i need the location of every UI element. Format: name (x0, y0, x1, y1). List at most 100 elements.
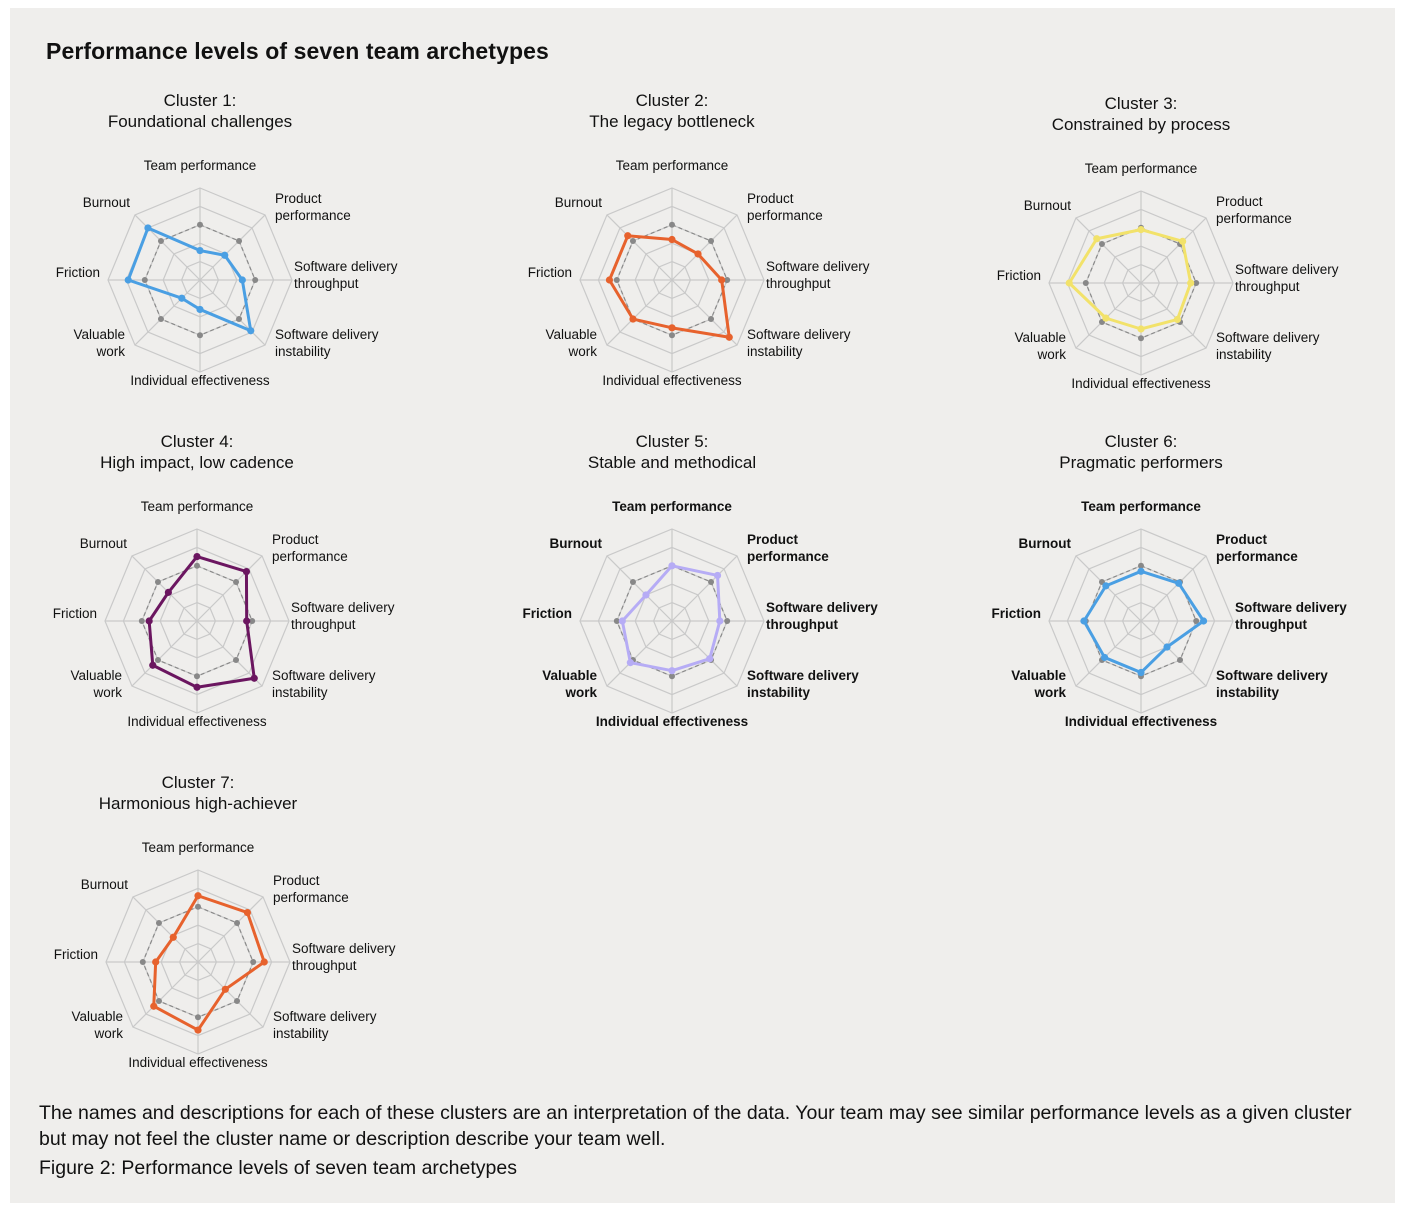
axis-label: Software delivery throughput (294, 259, 398, 291)
radar-chart: Team performance Product performance Softwa… (523, 499, 879, 729)
axis-label: Software delivery instability (272, 668, 376, 700)
axis-label: Friction (56, 265, 100, 280)
data-point (624, 232, 632, 240)
cluster-name: Foundational challenges (107, 112, 293, 131)
data-point (642, 591, 650, 599)
reference-point (233, 657, 240, 664)
data-point (1179, 237, 1187, 245)
figure-panel: Performance levels of seven team archety… (10, 8, 1395, 1203)
axis-label: Product performance (747, 532, 829, 564)
axis-spoke (671, 620, 738, 687)
axis-label: Friction (528, 265, 572, 280)
data-point (725, 333, 733, 341)
reference-point (157, 237, 164, 244)
data-point (194, 892, 202, 900)
reference-point (613, 618, 620, 624)
axis-spoke (199, 279, 266, 346)
axis-label: Burnout (81, 877, 129, 892)
axis-label: Valuable work (545, 327, 597, 359)
data-point (1080, 617, 1088, 625)
axis-label: Software delivery throughput (1235, 600, 1347, 632)
radar-chart: Team performance Product performance Softwa… (56, 158, 398, 388)
reference-point (157, 316, 164, 323)
axis-label: Individual effectiveness (1071, 376, 1211, 391)
data-point (1137, 226, 1145, 234)
axis-label: Team performance (141, 499, 254, 514)
data-point (1100, 653, 1109, 662)
cluster-2-chart: Cluster 2: The legacy bottleneck Team pe… (482, 90, 882, 400)
axis-label: Burnout (555, 195, 603, 210)
axis-label: Software delivery throughput (1235, 262, 1339, 294)
data-point (242, 567, 251, 576)
axis-label: Team performance (1081, 499, 1201, 514)
reference-point (252, 277, 259, 283)
data-point (668, 562, 676, 570)
data-point (1137, 668, 1145, 677)
cluster-title: Cluster 5: Stable and methodical (482, 431, 862, 473)
cluster-title: Cluster 7: Harmonious high-achiever (8, 772, 388, 814)
axis-label: Product performance (747, 191, 823, 223)
axis-label: Software delivery instability (275, 327, 379, 359)
axis-spoke (1140, 555, 1207, 622)
reference-point (236, 237, 243, 244)
cluster-number: Cluster 1: (163, 91, 237, 110)
data-point (193, 683, 201, 691)
cluster-6-chart: Cluster 6: Pragmatic performers Team per… (951, 431, 1351, 741)
reference-point (138, 618, 145, 624)
reference-point (1177, 657, 1184, 664)
cluster-number: Cluster 2: (635, 91, 709, 110)
data-point (260, 958, 268, 966)
data-point (178, 294, 186, 302)
axis-label: Software delivery throughput (766, 259, 870, 291)
data-point (706, 655, 714, 663)
data-point (1137, 567, 1145, 575)
cluster-3-chart: Cluster 3: Constrained by process Team p… (951, 93, 1351, 403)
cluster-4-chart: Cluster 4: High impact, low cadence Team… (7, 431, 407, 741)
cluster-1-chart: Cluster 1: Foundational challenges Team … (10, 90, 410, 400)
data-point (1173, 315, 1182, 324)
data-point (713, 571, 722, 580)
reference-point (1193, 280, 1200, 286)
axis-label: Software delivery throughput (766, 600, 878, 632)
axis-spoke (1075, 620, 1142, 687)
reference-point (708, 316, 715, 323)
axis-label: Team performance (616, 158, 729, 173)
radar-chart: Team performance Product performance Softwa… (528, 158, 870, 388)
data-point (626, 659, 634, 667)
axis-label: Valuable work (73, 327, 125, 359)
data-point (605, 276, 614, 284)
reference-point (629, 237, 636, 244)
axis-label: Product performance (275, 191, 351, 223)
data-point (149, 661, 157, 669)
reference-point (1138, 335, 1144, 342)
axis-label: Software delivery throughput (292, 941, 396, 973)
axis-label: Team performance (144, 158, 257, 173)
axis-label: Valuable work (70, 668, 122, 700)
axis-label: Team performance (142, 840, 255, 855)
reference-point (1082, 280, 1089, 286)
axis-label: Product performance (273, 873, 349, 905)
reference-point (724, 277, 731, 283)
axis-label: Valuable work (1011, 668, 1066, 700)
data-point (668, 667, 676, 675)
data-point (169, 933, 177, 941)
axis-label: Software delivery throughput (291, 600, 395, 632)
cluster-number: Cluster 6: (1104, 432, 1178, 451)
data-point (629, 315, 637, 323)
axis-label: Valuable work (1014, 330, 1066, 362)
reference-point (669, 673, 675, 680)
axis-label: Valuable work (71, 1009, 123, 1041)
axis-spoke (606, 279, 673, 346)
data-point (1093, 235, 1101, 243)
axis-spoke (132, 896, 199, 963)
axis-label: Software delivery instability (273, 1009, 377, 1041)
data-point (668, 324, 676, 332)
cluster-number: Cluster 5: (635, 432, 709, 451)
reference-point (724, 618, 731, 624)
cluster-name: Harmonious high-achiever (98, 794, 298, 813)
cluster-number: Cluster 7: (161, 773, 235, 792)
data-point (243, 617, 251, 625)
axis-label: Software delivery instability (747, 668, 859, 700)
reference-point (154, 578, 161, 585)
data-point (618, 617, 626, 625)
